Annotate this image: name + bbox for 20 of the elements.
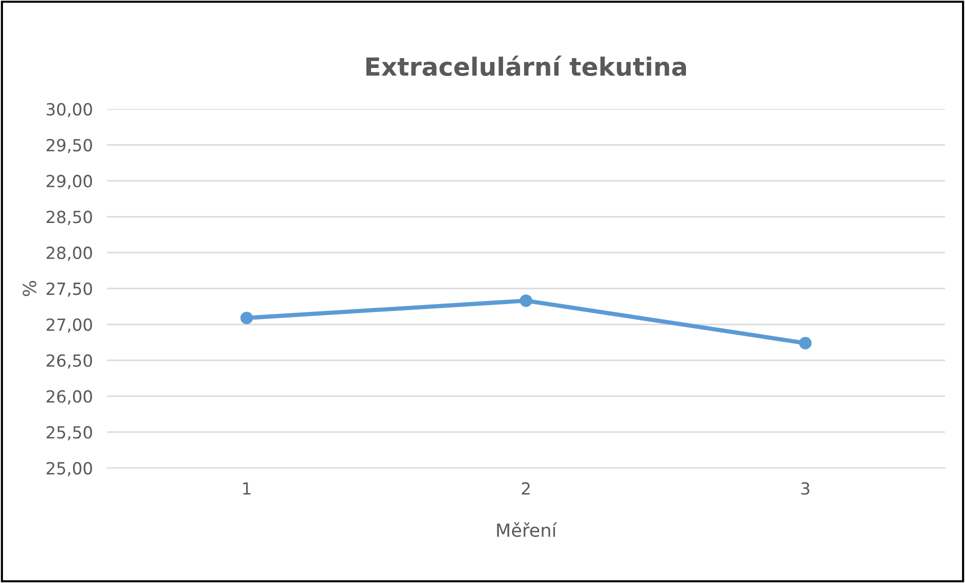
y-tick-label: 25,00 <box>46 462 92 476</box>
y-tick-label: 30,00 <box>46 102 92 118</box>
y-tick-label: 28,50 <box>46 210 92 225</box>
y-tick-label: 26,00 <box>46 390 92 404</box>
y-tick-label: 28,00 <box>46 246 92 261</box>
y-tick-label: 29,50 <box>46 138 92 154</box>
point <box>799 336 812 350</box>
y-tick-label: 26,50 <box>46 354 92 369</box>
chart-title: Extracelulární tekutina <box>366 56 686 76</box>
point <box>240 312 253 324</box>
x-tick-label: 3 <box>801 482 810 495</box>
x-axis-title: Měření <box>497 522 558 537</box>
y-tick-label: 25,50 <box>46 426 92 440</box>
x-tick-label: 2 <box>522 482 530 495</box>
y-axis-title: % <box>22 280 36 296</box>
y-tick-label: 29,00 <box>46 174 92 190</box>
x-tick-label: 1 <box>243 482 250 495</box>
y-tick-label: 27,50 <box>46 282 92 297</box>
point <box>520 294 532 307</box>
y-tick-label: 27,00 <box>46 318 92 333</box>
